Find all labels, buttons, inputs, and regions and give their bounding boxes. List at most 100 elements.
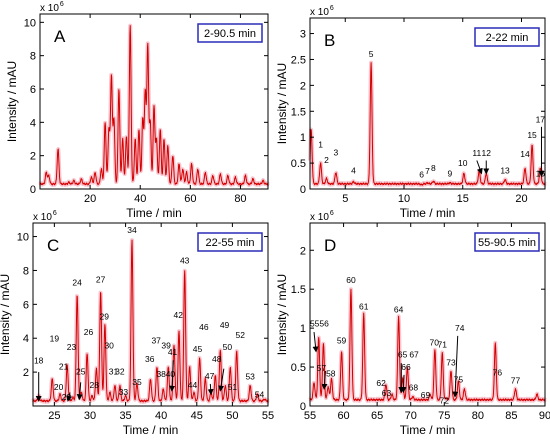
peak-arrow <box>400 374 407 393</box>
x-axis-label: Time / min <box>400 206 456 220</box>
axes-frame <box>32 222 269 407</box>
x-tick-label: 60 <box>184 193 196 205</box>
peak-label: 72 <box>440 396 450 406</box>
peak-label: 6 <box>419 170 424 180</box>
x-tick-label: 40 <box>134 193 146 205</box>
peak-label: 1 <box>318 140 323 150</box>
peak-label: 67 <box>409 350 419 360</box>
peak-label: 57 <box>317 363 327 373</box>
peak-arrow <box>476 160 483 175</box>
y-tick-label: 3 <box>300 29 306 41</box>
panel-letter: B <box>324 31 335 50</box>
peak-label: 16 <box>536 169 546 179</box>
x-tick-label: 70 <box>405 410 417 422</box>
peak-label: 24 <box>72 278 82 288</box>
peak-label: 31 <box>109 367 119 377</box>
y-tick-label: 0.5 <box>291 362 306 374</box>
peak-label: 7 <box>425 166 430 176</box>
peak-label: 52 <box>235 330 245 340</box>
peak-label: 75 <box>454 375 464 385</box>
peak-label: 35 <box>132 377 142 387</box>
axes-frame <box>309 17 546 190</box>
y-tick-label: 4 <box>30 117 36 129</box>
peak-label: 59 <box>337 336 347 346</box>
peak-label: 63 <box>382 388 392 398</box>
y-tick-label: 2.5 <box>291 54 306 66</box>
peak-label: 34 <box>127 225 137 235</box>
x-tick-label: 65 <box>371 410 383 422</box>
peak-label: 60 <box>346 275 356 285</box>
peak-label: 66 <box>401 362 411 372</box>
peak-label: 4 <box>351 165 356 175</box>
peak-label: 64 <box>394 305 404 315</box>
x-tick-label: 25 <box>48 410 60 422</box>
x-tick-label: 45 <box>191 410 203 422</box>
y-multiplier-exponent: 6 <box>330 5 334 12</box>
y-tick-label: 2 <box>30 151 36 163</box>
x-tick-label: 5 <box>342 193 348 205</box>
peak-label: 23 <box>67 342 77 352</box>
y-multiplier-exponent: 6 <box>53 210 57 217</box>
y-tick-label: 4 <box>23 333 29 345</box>
chromatogram-trace <box>39 25 269 186</box>
x-tick-label: 35 <box>119 410 131 422</box>
y-tick-label: 8 <box>30 51 36 63</box>
peak-label: 12 <box>482 148 492 158</box>
panel-letter: D <box>324 236 336 255</box>
peak-arrow <box>452 335 459 398</box>
x-tick-label: 55 <box>304 410 316 422</box>
peak-arrow <box>218 368 225 392</box>
peak-label: 29 <box>99 312 109 322</box>
peak-label: 50 <box>223 342 233 352</box>
peak-label: 28 <box>90 380 100 390</box>
y-axis-label: Intensity / mAU <box>275 63 289 144</box>
peak-label: 41 <box>168 347 178 357</box>
x-tick-label: 90 <box>539 410 550 422</box>
time-range-box <box>474 27 540 47</box>
peak-label: 69 <box>421 390 431 400</box>
peak-label: 53 <box>245 372 255 382</box>
y-tick-label: 2 <box>300 245 306 257</box>
y-multiplier-exponent: 6 <box>60 1 64 8</box>
x-tick-label: 85 <box>505 410 517 422</box>
chromatogram-trace <box>32 239 269 403</box>
peak-label: 38 <box>156 369 166 379</box>
peak-label: 30 <box>104 340 114 350</box>
peak-label: 76 <box>493 368 503 378</box>
peak-label: 10 <box>458 158 468 168</box>
panel-letter: A <box>54 27 66 46</box>
chart-panel-d: 55 60 65 70 75 80 85 90 0 0.5 1 1.5 2 x 10 6 Time / min… <box>275 210 550 437</box>
y-tick-label: 2 <box>300 80 306 92</box>
peak-label: 47 <box>205 371 215 381</box>
peak-label: 51 <box>228 382 238 392</box>
chromatogram-trace <box>309 62 546 186</box>
time-range-box <box>197 232 263 252</box>
peak-label: 42 <box>174 310 184 320</box>
x-tick-label: 20 <box>515 193 527 205</box>
peak-label: 15 <box>527 130 537 140</box>
peak-label: 58 <box>326 368 336 378</box>
peak-label: 5 <box>369 49 374 59</box>
y-axis-label: Intensity / mAU <box>5 61 19 142</box>
peak-label: 20 <box>54 382 64 392</box>
peak-label: 36 <box>145 354 155 364</box>
peak-label: 48 <box>212 354 222 364</box>
x-axis-label: Time / min <box>400 423 456 437</box>
x-tick-label: 30 <box>84 410 96 422</box>
peak-label: 26 <box>84 327 94 337</box>
peak-label: 37 <box>151 335 161 345</box>
y-multiplier-label: x 10 <box>40 3 59 14</box>
peak-label: 54 <box>255 390 265 400</box>
peak-arrow <box>66 392 73 402</box>
time-range-box <box>474 232 540 252</box>
peak-arrow <box>76 382 83 401</box>
x-tick-label: 75 <box>438 410 450 422</box>
x-tick-label: 20 <box>84 193 96 205</box>
y-tick-label: 6 <box>30 84 36 96</box>
y-multiplier-label: x 10 <box>33 212 52 223</box>
y-tick-label: 0 <box>300 184 306 196</box>
peak-label: 19 <box>50 334 60 344</box>
peak-label: 46 <box>199 322 209 332</box>
time-range-label: 55-90.5 min <box>478 237 536 249</box>
